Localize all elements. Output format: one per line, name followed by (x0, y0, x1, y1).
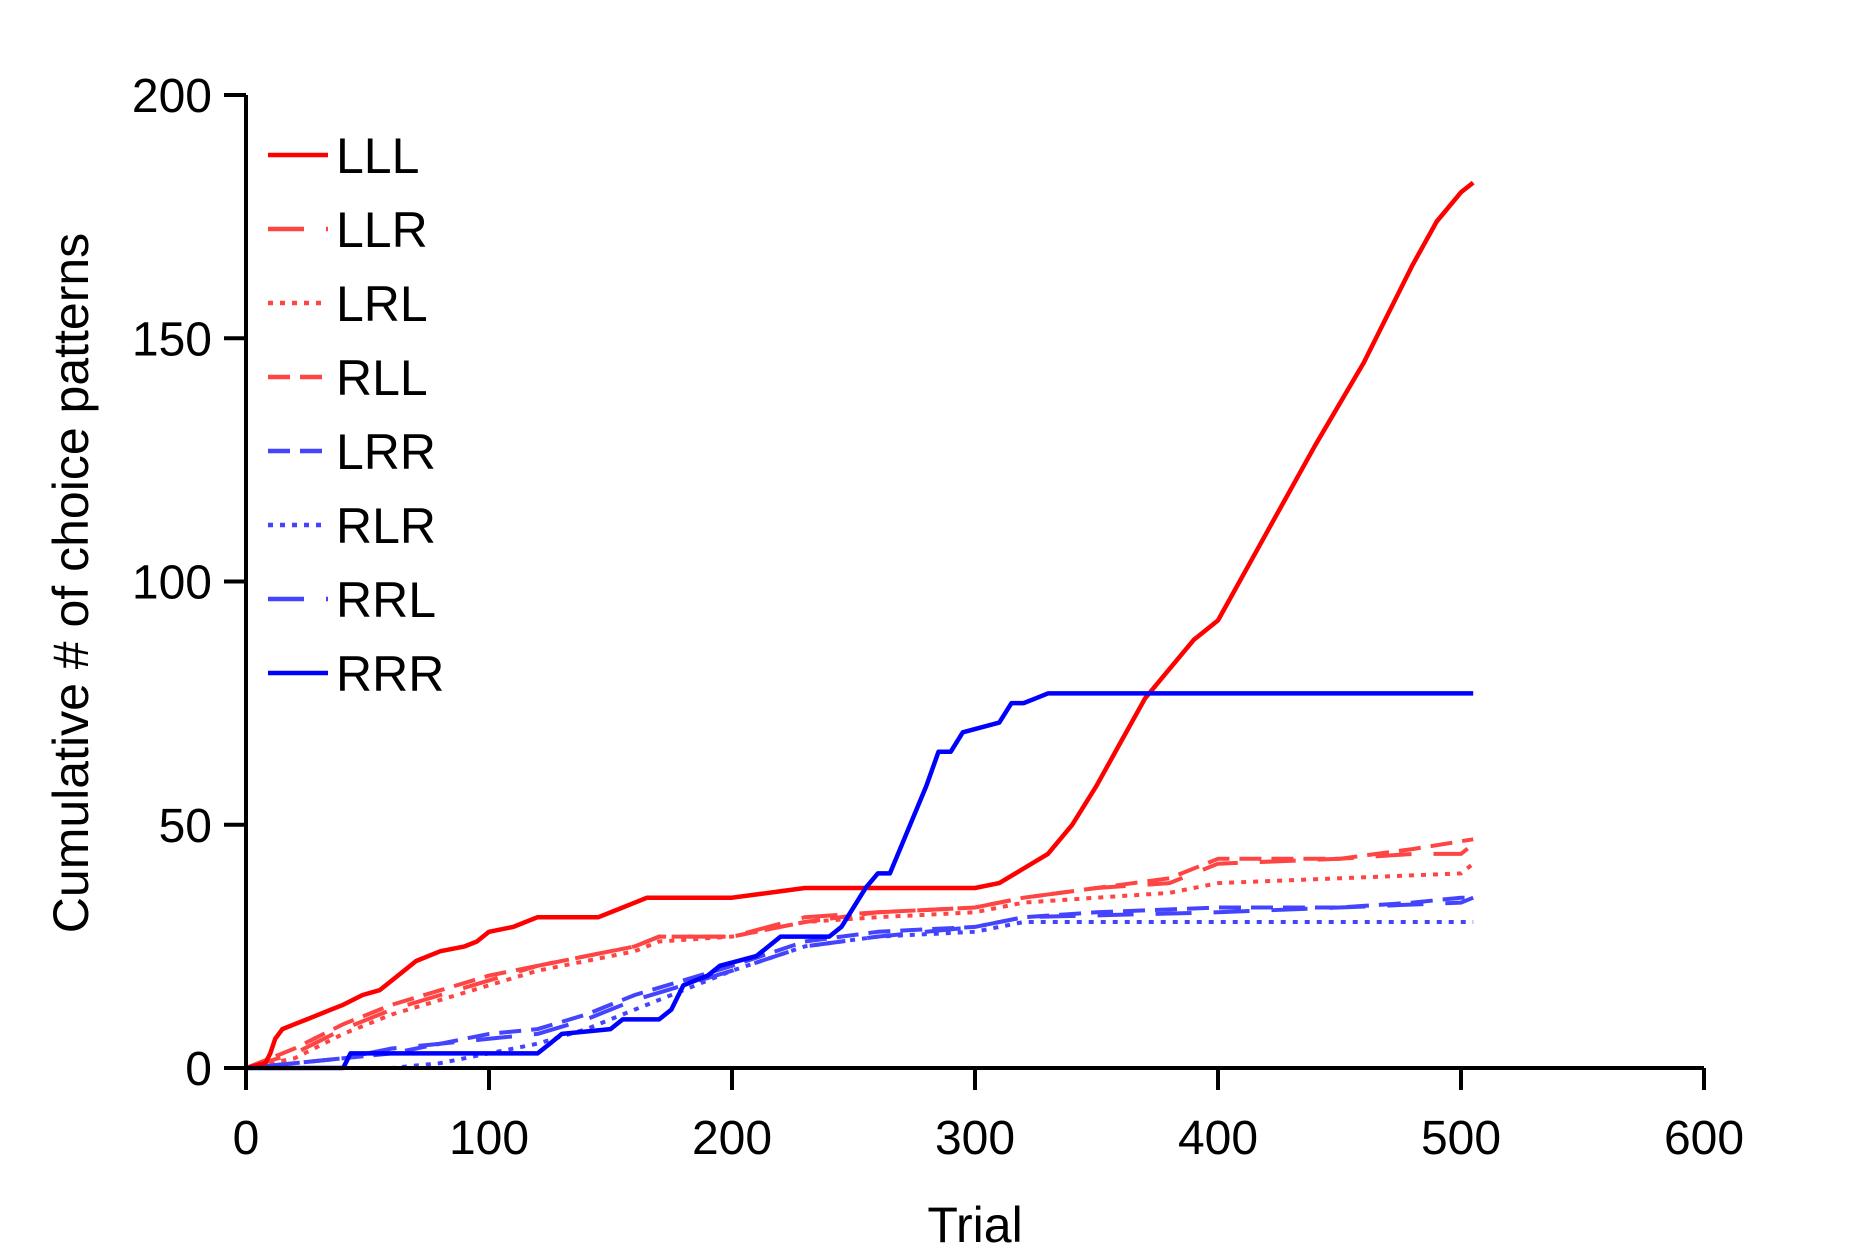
legend-label-rrr: RRR (336, 646, 444, 702)
x-axis-title: Trial (927, 1197, 1022, 1250)
y-tick-label: 100 (132, 557, 212, 610)
y-axis-title: Cumulative # of choice patterns (43, 233, 99, 933)
plot-area (245, 180, 1475, 1071)
y-tick-label: 0 (185, 1043, 212, 1096)
legend-label-rrl: RRL (336, 572, 436, 628)
legend-label-rlr: RLR (336, 498, 436, 554)
legend-label-llr: LLR (336, 202, 428, 258)
series-line-lll (245, 180, 1475, 1071)
series-line-rrr (246, 691, 1474, 1071)
series-line-rll (245, 837, 1474, 1070)
legend-label-rll: RLL (336, 350, 428, 406)
series-line-lrl (245, 862, 1475, 1070)
ticks: 0 100 200 300 400 500 600 0 50 100 150 200 (132, 70, 1744, 1165)
x-tick-label: 300 (935, 1112, 1015, 1165)
legend-label-lrr: LRR (336, 424, 436, 480)
y-tick-label: 50 (159, 800, 212, 853)
series-line-llr (245, 842, 1475, 1070)
legend-label-lrl: LRL (336, 276, 428, 332)
x-tick-label: 100 (449, 1112, 529, 1165)
x-tick-label: 0 (233, 1112, 260, 1165)
series-line-rrl (245, 895, 1474, 1070)
series-line-lrr (245, 895, 1474, 1070)
y-tick-label: 200 (132, 70, 212, 123)
series-line-rlr (246, 920, 1474, 1070)
x-tick-label: 600 (1664, 1112, 1744, 1165)
x-tick-label: 200 (692, 1112, 772, 1165)
legend-label-lll: LLL (336, 128, 419, 184)
axes (244, 95, 1704, 1070)
x-tick-label: 400 (1178, 1112, 1258, 1165)
legend: LLL LLR LRL RLL LRR RLR RRL RRR (268, 128, 444, 702)
x-tick-label: 500 (1421, 1112, 1501, 1165)
y-tick-label: 150 (132, 313, 212, 366)
